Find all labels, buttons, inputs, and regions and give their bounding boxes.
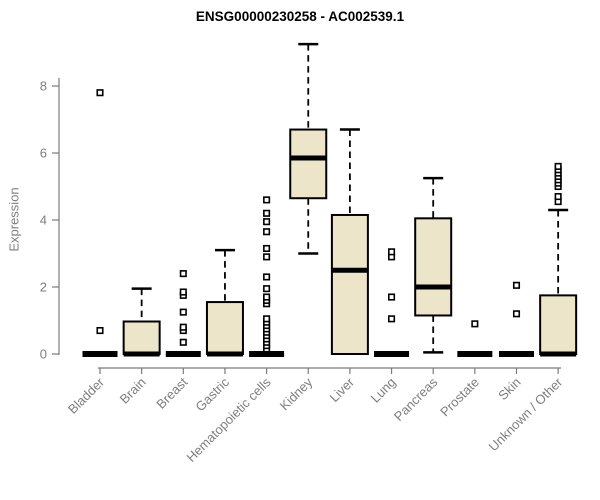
box-Gastric xyxy=(205,301,244,356)
outlier-point xyxy=(96,326,104,335)
flat-box-Prostate xyxy=(457,351,493,357)
outlier-point xyxy=(263,285,271,293)
flat-box-Bladder xyxy=(82,351,118,357)
y-axis-tick-label: 6 xyxy=(40,146,47,161)
outlier-point xyxy=(179,338,187,346)
outlier-point xyxy=(179,288,187,296)
outlier-point xyxy=(179,308,187,316)
x-axis-category-label: Gastric xyxy=(192,374,232,414)
outlier-point xyxy=(387,315,396,323)
y-axis-tick-label: 8 xyxy=(40,79,47,94)
y-axis-label: Expression xyxy=(6,187,22,252)
box-Liver xyxy=(330,213,369,355)
x-axis-category-label: Bladder xyxy=(65,374,108,417)
outlier-point xyxy=(263,273,271,281)
outlier-point xyxy=(263,218,271,226)
outlier-point xyxy=(263,244,271,253)
outlier-point xyxy=(554,162,562,170)
outlier-point xyxy=(263,293,271,301)
x-axis-category-label: Kidney xyxy=(277,374,316,413)
outlier-point xyxy=(387,293,396,301)
x-axis-category-label: Prostate xyxy=(437,375,482,420)
outlier-point xyxy=(263,315,271,323)
outlier-point xyxy=(387,248,396,256)
outlier-point xyxy=(263,253,271,261)
outlier-point xyxy=(263,196,271,204)
box-Kidney xyxy=(289,128,328,200)
chart-title: ENSG00000230258 - AC002539.1 xyxy=(195,9,405,24)
x-axis-category-label: Liver xyxy=(326,374,357,405)
y-axis-tick-label: 2 xyxy=(40,280,47,295)
outlier-point xyxy=(263,228,271,236)
outlier-point xyxy=(512,310,521,318)
outlier-point xyxy=(179,270,187,278)
x-axis-category-label: Skin xyxy=(495,375,523,403)
flat-box-Breast xyxy=(165,351,201,357)
box-Pancreas xyxy=(414,217,453,317)
y-axis-tick-label: 0 xyxy=(40,347,47,362)
x-axis-category-label: Breast xyxy=(153,374,190,411)
x-axis-category-label: Pancreas xyxy=(391,374,441,424)
x-axis-category-label: Lung xyxy=(368,375,399,406)
outlier-point xyxy=(512,281,521,289)
y-axis-tick-label: 4 xyxy=(40,213,47,228)
outlier-point xyxy=(179,323,187,331)
flat-box-Hematopoietic cells xyxy=(249,351,285,357)
outlier-point xyxy=(554,193,562,201)
x-axis-category-label: Brain xyxy=(117,375,149,407)
flat-box-Lung xyxy=(374,351,410,357)
box-Unknown / Other xyxy=(539,294,578,355)
x-axis-category-label: Unknown / Other xyxy=(486,374,566,454)
outlier-point xyxy=(471,320,479,328)
outlier-point xyxy=(263,209,271,217)
outlier-point xyxy=(96,89,104,97)
flat-box-Skin xyxy=(499,351,534,357)
box-Brain xyxy=(122,320,161,356)
